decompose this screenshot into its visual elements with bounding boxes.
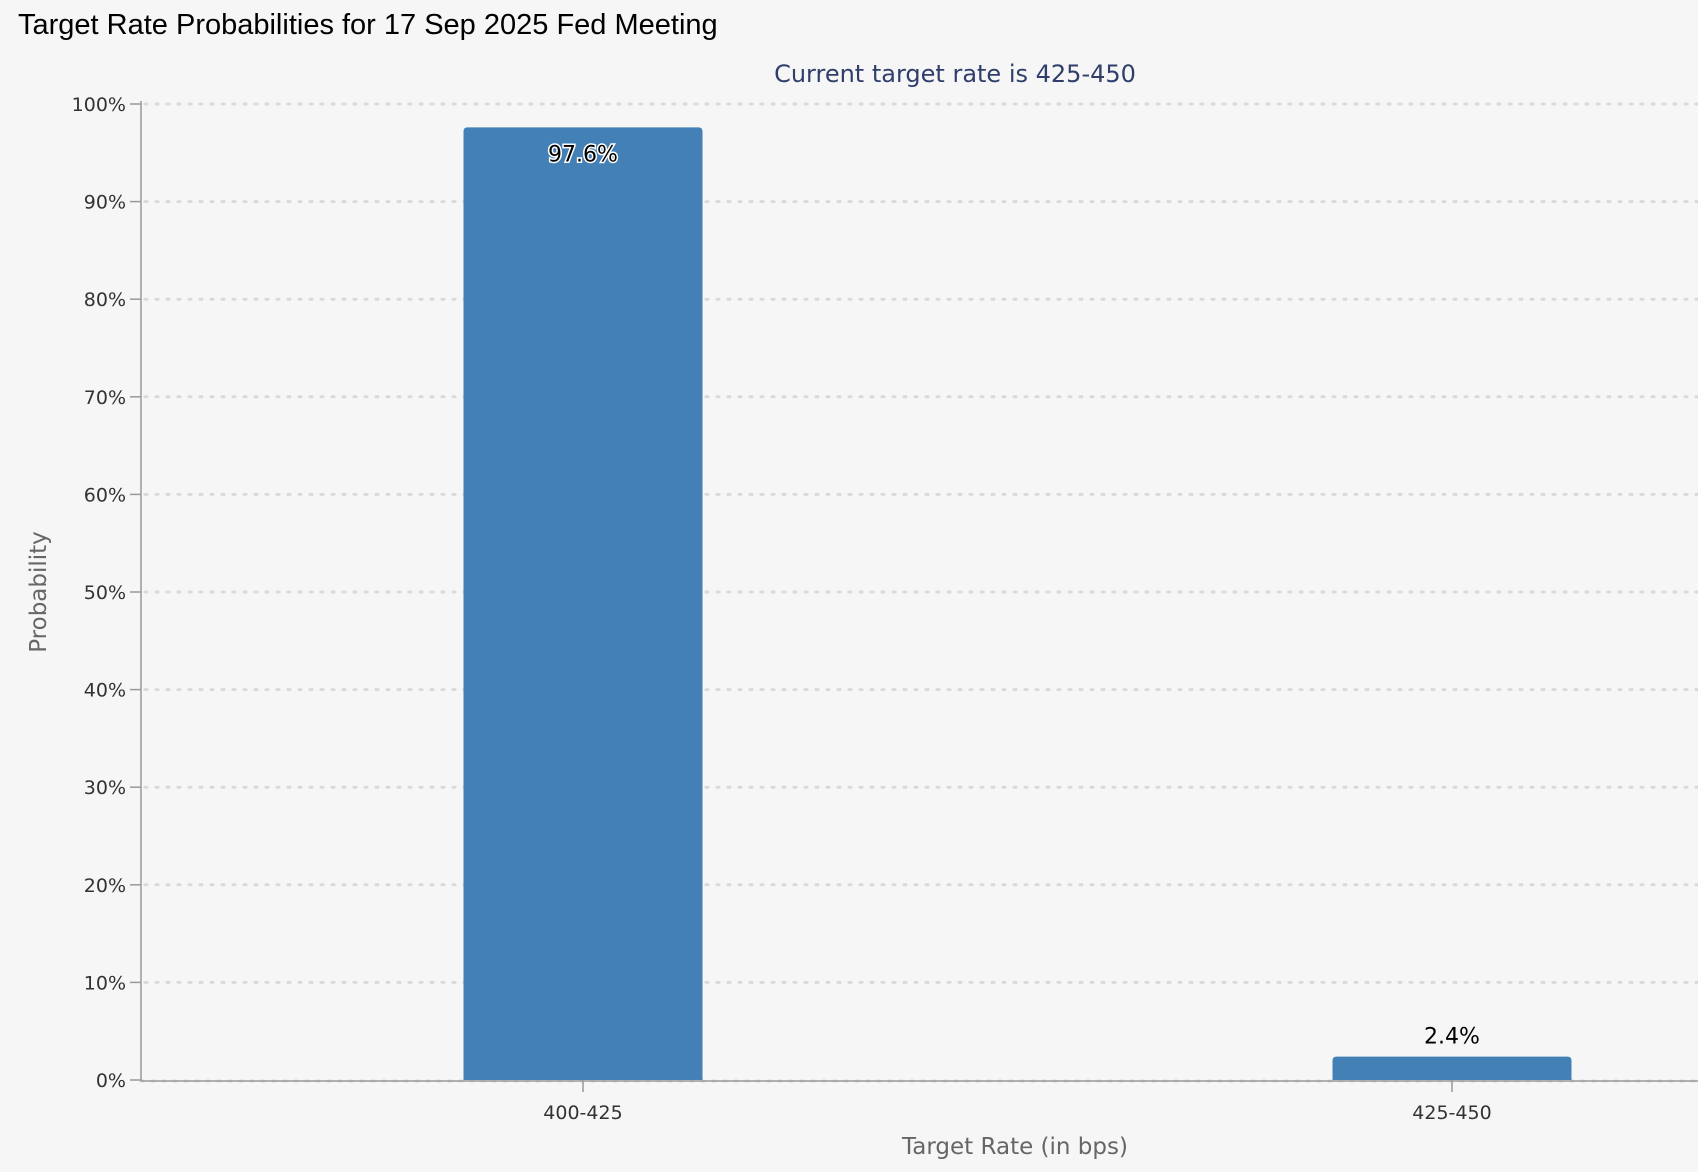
bar-425-450: [1332, 1056, 1572, 1080]
y-axis-title: Probability: [26, 531, 52, 653]
data-labels: 97.6% 2.4%: [547, 141, 1480, 1050]
y-tick-label: 80%: [84, 289, 126, 311]
x-tick-label: 400-425: [543, 1102, 622, 1124]
chart-subtitle: Current target rate is 425-450: [774, 60, 1136, 88]
bar-400-425: [463, 127, 703, 1080]
y-tick-label: 30%: [84, 777, 126, 799]
y-tick-label: 70%: [84, 387, 126, 409]
y-tick-label: 60%: [84, 484, 126, 506]
data-label: 2.4%: [1424, 1025, 1480, 1050]
data-label: 97.6%: [548, 142, 618, 167]
gridlines: [139, 102, 1698, 1083]
y-tick-label: 20%: [84, 875, 126, 897]
x-tick-label: 425-450: [1412, 1102, 1491, 1124]
y-tick-label: 10%: [84, 972, 126, 994]
y-tick-label: 0%: [96, 1070, 126, 1092]
x-axis-title: Target Rate (in bps): [901, 1134, 1128, 1160]
axes: 0% 10% 20% 30% 40% 50% 60% 70% 80% 90% 100% 400-425…: [72, 94, 1698, 1124]
y-tick-label: 40%: [84, 680, 126, 702]
chart-title: Target Rate Probabilities for 17 Sep 202…: [18, 9, 718, 41]
y-tick-label: 100%: [72, 94, 126, 116]
y-tick-label: 50%: [84, 582, 126, 604]
bars: [463, 127, 1572, 1080]
y-tick-label: 90%: [84, 192, 126, 214]
